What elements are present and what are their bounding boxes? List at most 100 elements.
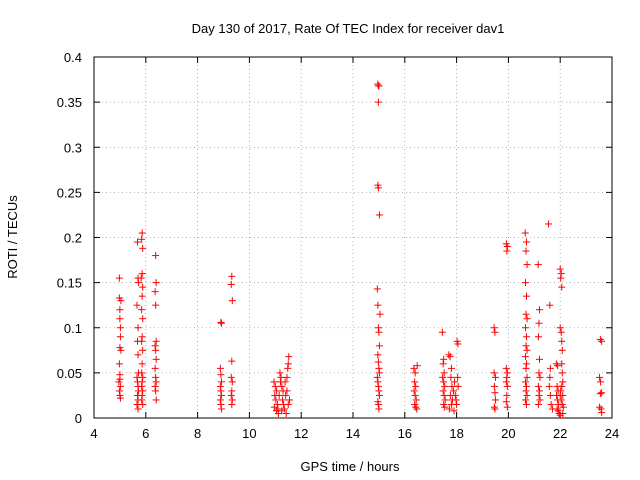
data-point (138, 369, 146, 377)
data-point (596, 390, 604, 398)
data-point (546, 364, 554, 372)
data-point (557, 270, 565, 278)
data-point (558, 382, 566, 390)
data-point (558, 337, 566, 345)
data-point (598, 389, 606, 397)
x-tick-label: 20 (501, 426, 515, 441)
data-point (557, 328, 565, 336)
data-point (138, 292, 146, 300)
data-point (557, 396, 565, 404)
data-point (273, 387, 281, 395)
data-point (523, 238, 531, 246)
data-point (596, 373, 604, 381)
data-point (116, 333, 124, 341)
y-tick-labels: 0 0.05 0.1 0.15 0.2 0.25 0.3 0.35 0.4 (57, 50, 82, 426)
data-point (546, 301, 554, 309)
data-point (491, 389, 499, 397)
data-point (217, 318, 225, 326)
data-points (115, 80, 606, 419)
data-point (138, 333, 146, 341)
data-point (217, 378, 225, 386)
data-point (596, 335, 604, 343)
data-point (138, 229, 146, 237)
data-point (137, 274, 145, 282)
data-point (453, 400, 461, 408)
data-point (228, 297, 236, 305)
data-point (151, 382, 159, 390)
data-point (375, 364, 383, 372)
y-tick-label: 0 (75, 411, 82, 426)
data-point (228, 400, 236, 408)
data-point (138, 235, 146, 243)
data-point (447, 373, 455, 381)
data-point (115, 274, 123, 282)
data-point (534, 400, 542, 408)
data-point (116, 315, 124, 323)
data-point (138, 378, 146, 386)
data-point (133, 301, 141, 309)
data-point (152, 396, 160, 404)
data-point (523, 391, 531, 399)
data-point (448, 382, 456, 390)
data-point (440, 355, 448, 363)
data-point (558, 346, 566, 354)
data-point (374, 98, 382, 106)
data-point (522, 310, 530, 318)
data-point (152, 346, 160, 354)
data-point (490, 403, 498, 411)
data-point (134, 238, 142, 246)
data-point (376, 310, 384, 318)
data-point (557, 387, 565, 395)
data-point (285, 353, 293, 361)
data-point (521, 353, 529, 361)
data-point (536, 373, 544, 381)
data-point (523, 373, 531, 381)
data-point (558, 283, 566, 291)
data-point (522, 387, 530, 395)
data-point (374, 324, 382, 332)
data-point (523, 292, 531, 300)
y-tick-label: 0.05 (57, 366, 82, 381)
data-point (452, 396, 460, 404)
data-point (116, 324, 124, 332)
data-point (546, 391, 554, 399)
data-point (523, 382, 531, 390)
data-point (547, 400, 555, 408)
data-point (440, 391, 448, 399)
data-point (523, 346, 531, 354)
data-point (228, 357, 236, 365)
data-point (227, 280, 235, 288)
data-point (491, 328, 499, 336)
data-point (374, 400, 382, 408)
data-point (139, 315, 147, 323)
x-axis-label: GPS time / hours (301, 459, 400, 474)
data-point (270, 403, 278, 411)
data-point (597, 378, 605, 386)
data-point (139, 387, 147, 395)
y-tick-label: 0.1 (64, 321, 82, 336)
data-point (115, 378, 123, 386)
data-point (271, 382, 279, 390)
data-point (445, 351, 453, 359)
data-point (412, 403, 420, 411)
data-point (522, 247, 530, 255)
data-point (503, 382, 511, 390)
data-point (521, 324, 529, 332)
data-point (278, 382, 286, 390)
data-point (151, 288, 159, 296)
data-point (374, 301, 382, 309)
data-point (597, 405, 605, 413)
data-point (523, 261, 531, 269)
data-point (534, 382, 542, 390)
data-point (270, 378, 278, 386)
data-point (534, 333, 542, 341)
data-point (152, 279, 160, 287)
data-point (559, 391, 567, 399)
data-point (502, 378, 510, 386)
data-point (553, 405, 561, 413)
gridlines (94, 57, 612, 418)
data-point (152, 387, 160, 395)
data-point (440, 369, 448, 377)
data-point (521, 229, 529, 237)
x-tick-label: 18 (449, 426, 463, 441)
